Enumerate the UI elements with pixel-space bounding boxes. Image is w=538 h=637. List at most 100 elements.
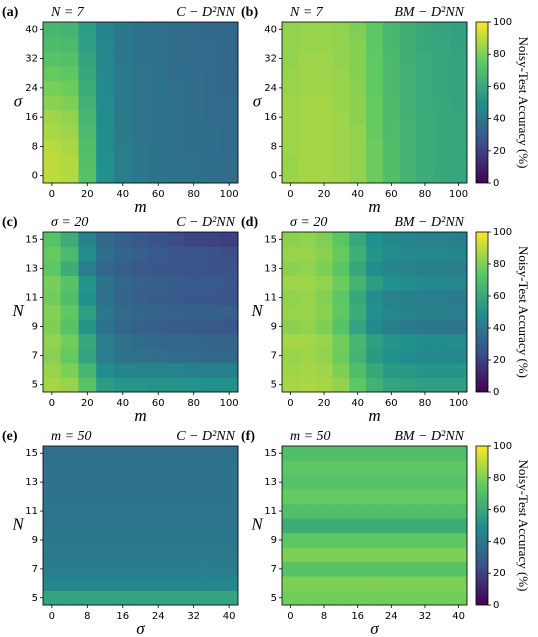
- heatmap-cell: [149, 36, 168, 52]
- heatmap-cell: [220, 590, 239, 606]
- heatmap-cell: [202, 275, 221, 291]
- heatmap-cell: [332, 489, 350, 505]
- heatmap-cell: [382, 489, 401, 505]
- heatmap-cell: [96, 532, 115, 548]
- heatmap-cell: [433, 362, 451, 378]
- heatmap-cell: [43, 124, 62, 140]
- heatmap-cell: [349, 532, 367, 548]
- heatmap-cell: [131, 377, 150, 393]
- heatmap-cell: [450, 460, 468, 476]
- heatmap-cell: [416, 36, 434, 52]
- heatmap-cell: [96, 246, 115, 262]
- heatmap-cell: [220, 232, 239, 247]
- heatmap-cell: [184, 275, 203, 291]
- heatmap-cell: [298, 246, 317, 262]
- heatmap-cell: [416, 362, 434, 378]
- y-tick-label: 24: [25, 83, 38, 94]
- heatmap-cell: [282, 503, 300, 519]
- heatmap-cell: [399, 503, 417, 519]
- heatmap-cell: [282, 474, 300, 490]
- heatmap-cell: [131, 474, 150, 490]
- heatmap-cell: [167, 362, 186, 378]
- heatmap-cell: [349, 232, 367, 247]
- heatmap-cell: [131, 547, 150, 563]
- heatmap-cell: [282, 290, 300, 306]
- heatmap-cell: [399, 36, 417, 52]
- heatmap-cell: [202, 590, 221, 606]
- heatmap-cell: [332, 333, 350, 349]
- heatmap-cell: [282, 65, 300, 81]
- heatmap-cell: [399, 168, 417, 184]
- heatmap-cell: [298, 460, 317, 476]
- heatmap-cell: [149, 246, 168, 262]
- heatmap-cell: [349, 561, 367, 577]
- heatmap-cell: [315, 51, 333, 67]
- x-axis-label: m: [368, 406, 380, 425]
- heatmap-cell: [167, 153, 186, 169]
- heatmap-cell: [332, 362, 350, 378]
- heatmap-cell: [298, 275, 317, 291]
- heatmap-cell: [349, 95, 367, 111]
- heatmap-cell: [450, 304, 468, 320]
- heatmap-cell: [366, 51, 384, 67]
- x-axis-label: m: [368, 197, 380, 216]
- heatmap-cell: [349, 36, 367, 52]
- heatmap-cell: [167, 36, 186, 52]
- heatmap-cell: [366, 246, 384, 262]
- heatmap-cell: [332, 80, 350, 96]
- heatmap-cell: [298, 377, 317, 393]
- heatmap-cell: [298, 489, 317, 505]
- heatmap-cell: [315, 547, 333, 563]
- heatmap-cell: [332, 460, 350, 476]
- x-tick-label: 16: [116, 611, 129, 622]
- heatmap-cell: [96, 590, 115, 606]
- heatmap-cell: [382, 124, 401, 140]
- heatmap-cell: [433, 474, 451, 490]
- heatmap-cell: [315, 460, 333, 476]
- colorbar-tick-label: 20: [493, 355, 506, 366]
- heatmap-cell: [131, 36, 150, 52]
- heatmap-cell: [43, 275, 62, 291]
- heatmap-cell: [366, 460, 384, 476]
- heatmap-cell: [450, 561, 468, 577]
- y-tick-label: 7: [271, 351, 277, 362]
- heatmap-cell: [78, 547, 97, 563]
- heatmap-cell: [349, 547, 367, 563]
- heatmap-cell: [416, 124, 434, 140]
- heatmap-cell: [282, 51, 300, 67]
- x-tick-label: 100: [220, 398, 239, 409]
- heatmap-cell: [131, 139, 150, 155]
- heatmap-cell: [78, 576, 97, 591]
- heatmap-cell: [167, 532, 186, 548]
- heatmap-cell: [220, 275, 239, 291]
- heatmap-cell: [315, 446, 333, 461]
- heatmap-cell: [298, 65, 317, 81]
- heatmap-cell: [96, 290, 115, 306]
- heatmap-cell: [184, 333, 203, 349]
- x-axis-label: m: [134, 197, 146, 216]
- heatmap-cell: [433, 290, 451, 306]
- heatmap-cell: [96, 36, 115, 52]
- heatmap-cell: [60, 489, 79, 505]
- heatmap-cell: [450, 532, 468, 548]
- heatmap-cell: [202, 22, 221, 38]
- heatmap-cell: [113, 590, 133, 606]
- heatmap-cell: [450, 518, 468, 534]
- heatmap-cell: [450, 168, 468, 184]
- colorbar-tick-label: 60: [493, 291, 506, 302]
- heatmap-cell: [78, 246, 97, 262]
- heatmap-cell: [113, 95, 133, 111]
- heatmap-cell: [43, 95, 62, 111]
- heatmap-cell: [43, 246, 62, 262]
- heatmap-cell: [382, 474, 401, 490]
- heatmap-cell: [416, 561, 434, 577]
- y-tick-label: 40: [25, 24, 38, 35]
- heatmap-cell: [315, 333, 333, 349]
- heatmap-cell: [202, 65, 221, 81]
- heatmap-cell: [382, 290, 401, 306]
- heatmap-cell: [113, 333, 133, 349]
- heatmap-cell: [202, 51, 221, 67]
- heatmap-cell: [349, 319, 367, 335]
- heatmap-cell: [433, 576, 451, 591]
- heatmap-cell: [96, 460, 115, 476]
